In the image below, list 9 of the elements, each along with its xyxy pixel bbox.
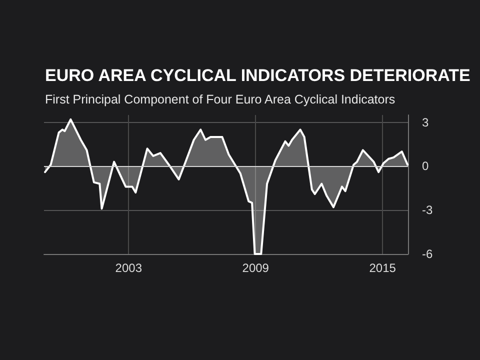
x-tick-label: 2003: [115, 261, 142, 275]
y-tick-label: -6: [422, 247, 433, 261]
chart-subtitle: First Principal Component of Four Euro Area Cyclical Indicators: [45, 92, 396, 106]
chart-title: EURO AREA CYCLICAL INDICATORS DETERIORATE: [45, 66, 470, 85]
y-tick-label: 3: [422, 115, 429, 130]
x-tick-label: 2009: [242, 261, 270, 275]
x-tick-label: 2015: [369, 261, 396, 275]
y-tick-label: 0: [422, 159, 429, 174]
y-tick-label: -3: [422, 203, 433, 218]
